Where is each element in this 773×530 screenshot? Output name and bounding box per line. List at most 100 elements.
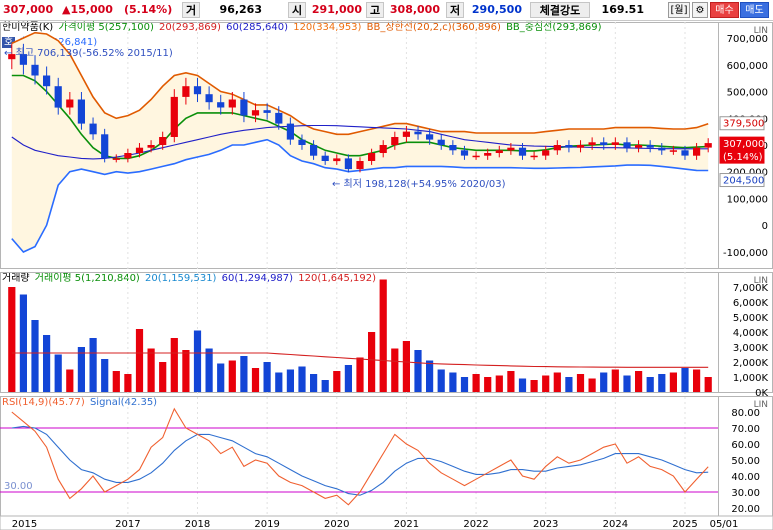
- bb-upper-tag-box: [719, 116, 765, 131]
- volume-bar: [31, 320, 39, 392]
- candle: [275, 112, 283, 124]
- volume-bar: [228, 360, 236, 392]
- x-tick-label: 2025: [672, 519, 697, 530]
- rsi-line: [11, 407, 709, 506]
- x-tick-label: 2015: [12, 519, 37, 530]
- x-axis-strip: [0, 515, 773, 530]
- x-tick-label: 2022: [463, 519, 488, 530]
- volume-ma120-line: [11, 352, 709, 368]
- price-tick-label: 500,000: [727, 88, 768, 99]
- volume-bar: [588, 378, 596, 392]
- volume-bar: [368, 332, 376, 392]
- candle: [669, 150, 677, 152]
- legend-vol-ma60: 60(1,294,987): [221, 273, 294, 284]
- volume-bar: [472, 374, 480, 392]
- rsi-tick-label: 70.00: [731, 424, 760, 435]
- buy-button[interactable]: 매수: [710, 2, 739, 18]
- candle: [31, 64, 39, 76]
- volume-bar: [251, 368, 260, 392]
- x-tick-label: 05/01: [710, 519, 739, 530]
- candle: [368, 153, 376, 161]
- volume-value: 96,263: [219, 3, 262, 16]
- volume-bar: [402, 341, 410, 392]
- candle: [251, 110, 260, 116]
- rsi-signal-line: [11, 425, 709, 496]
- volume-tick-label: 5,000K: [733, 313, 769, 324]
- candle: [310, 145, 318, 156]
- open-label: 시: [288, 2, 306, 18]
- candle: [693, 147, 701, 156]
- legend-vol-ma20: 20(1,159,531): [145, 273, 217, 284]
- rsi-tick-label: 50.00: [731, 456, 760, 467]
- price-corner-label: LIN: [754, 26, 768, 36]
- volume-bar: [484, 377, 492, 392]
- volume-bar: [391, 348, 399, 392]
- min-price-annotation: ← 최저 198,128(+54.95% 2020/03): [332, 178, 506, 190]
- candle: [182, 86, 190, 97]
- volume-legend: 거래량 거래이평 5(1,210,840) 20(1,159,531) 60(1…: [2, 272, 378, 286]
- candle: [19, 54, 27, 65]
- gear-icon[interactable]: ⚙: [692, 2, 708, 18]
- candle: [635, 145, 643, 148]
- candle: [205, 94, 213, 103]
- legend-vol-ma5: 거래이평 5(1,210,840): [34, 273, 140, 284]
- x-tick-label: 2021: [394, 519, 419, 530]
- x-tick-label: 2018: [185, 519, 210, 530]
- panel-frame-price: [0, 22, 773, 269]
- candle: [159, 137, 167, 145]
- volume-bar: [379, 279, 387, 392]
- high-label: 고: [366, 2, 384, 18]
- volume-bar: [449, 372, 457, 392]
- volume-bar: [623, 375, 631, 392]
- price-legend: 한미약품(K) 가격이평 5(257,100) 20(293,869) 60(2…: [2, 21, 604, 35]
- volume-tick-label: 6,000K: [733, 298, 769, 309]
- current-price-tag-box: [719, 136, 765, 151]
- volume-bar: [240, 356, 248, 392]
- candle: [66, 99, 74, 108]
- volume-bar: [135, 329, 144, 392]
- volume-bar: [147, 348, 155, 392]
- volume-bar: [507, 371, 515, 392]
- candle: [460, 150, 469, 156]
- volume-bar: [426, 360, 434, 392]
- rsi-panel: 30.00: [0, 407, 718, 506]
- volume-corner-label: LIN: [754, 276, 768, 286]
- volume-bar: [101, 359, 109, 392]
- volume-tick-label: 7,000K: [733, 283, 769, 294]
- high-value: 308,000: [389, 3, 440, 16]
- candle: [449, 145, 457, 151]
- rsi-tick-label: 40.00: [731, 472, 760, 483]
- volume-bar: [530, 380, 538, 392]
- price-tick-label: 0: [762, 221, 768, 232]
- candle: [124, 153, 132, 159]
- candle: [54, 86, 62, 108]
- volume-bar: [321, 380, 329, 392]
- price-change: ▲15,000: [62, 3, 113, 16]
- volume-bar: [66, 369, 74, 392]
- candle: [344, 158, 352, 170]
- price-sub-legend: 호 하한선(226,841): [2, 36, 99, 50]
- volume-bar: [600, 372, 608, 392]
- volume-tick-label: 3,000K: [733, 343, 769, 354]
- period-button[interactable]: [월]: [668, 2, 690, 18]
- mode-badge[interactable]: 호: [2, 37, 16, 48]
- low-value: 290,500: [471, 3, 522, 16]
- volume-bar: [635, 371, 643, 392]
- candle: [623, 142, 631, 148]
- x-tick-label: 2024: [603, 519, 628, 530]
- price-panel: ← 최고 706,139(-56.52% 2015/11)← 최저 198,12…: [4, 31, 712, 253]
- bb-lower-tag-box: [719, 173, 765, 188]
- volume-bar: [669, 372, 677, 392]
- sell-button[interactable]: 매도: [740, 2, 769, 18]
- candle: [101, 134, 109, 159]
- volume-bar: [19, 294, 27, 392]
- low-label: 저: [446, 2, 464, 18]
- candle: [681, 150, 689, 156]
- candle: [600, 142, 608, 145]
- volume-bar: [658, 374, 666, 392]
- candle: [217, 102, 225, 108]
- volume-bar: [217, 363, 225, 392]
- candle: [611, 142, 619, 145]
- volume-panel: [8, 279, 712, 392]
